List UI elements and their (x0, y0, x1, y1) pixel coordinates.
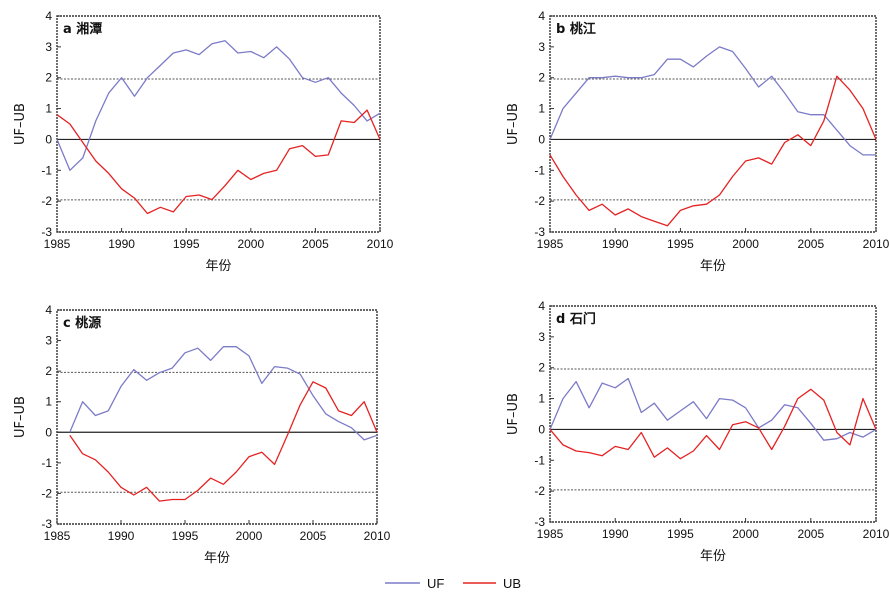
series-line-ub (549, 388, 877, 460)
y-tick-label: -1 (534, 163, 545, 177)
y-axis-label: UF–UB (506, 103, 521, 145)
y-tick-label: -1 (41, 456, 52, 470)
y-tick-label: -3 (41, 517, 52, 531)
y-tick-label: -3 (41, 225, 52, 239)
y-tick-label: -2 (41, 486, 52, 500)
y-tick-label: 3 (538, 40, 545, 54)
x-tick-label: 2005 (797, 237, 824, 251)
series-line-uf (69, 346, 378, 441)
plot-frame (56, 309, 378, 525)
x-tick-label: 2010 (863, 237, 889, 251)
y-axis-label: UF–UB (13, 396, 28, 438)
chart-panel-2: -3 -2 -1 0 1 2 3 4 1985 1990 1995 2000 2005 2010 年份 UF–… (506, 9, 889, 274)
y-tick-label: 0 (538, 132, 545, 146)
x-axis-label: 年份 (700, 549, 726, 564)
x-tick-label: 2010 (364, 529, 391, 543)
y-tick-label: -3 (534, 225, 545, 239)
chart-panel-4: -3 -2 -1 0 1 2 3 4 1985 1990 1995 2000 2005 2010 年份 UF–… (506, 299, 889, 564)
x-tick-label: 1985 (537, 237, 564, 251)
y-tick-label: 0 (538, 422, 545, 436)
y-tick-label: 4 (45, 303, 52, 317)
x-tick-label: 2005 (302, 237, 329, 251)
y-tick-label: 4 (538, 299, 545, 313)
panel-title: a 湘潭 (63, 21, 102, 37)
y-axis-label: UF–UB (506, 393, 521, 435)
x-tick-label: 1995 (667, 527, 694, 541)
legend: UF UB (385, 576, 521, 591)
x-tick-label: 1990 (602, 527, 629, 541)
x-tick-label: 2000 (732, 527, 759, 541)
y-tick-label: 4 (45, 9, 52, 23)
y-tick-label: 1 (538, 102, 545, 116)
y-tick-label: -2 (534, 194, 545, 208)
plot-frame (56, 15, 381, 233)
y-tick-label: 3 (538, 330, 545, 344)
y-tick-label: -1 (41, 163, 52, 177)
y-tick-label: 3 (45, 334, 52, 348)
x-tick-label: 1985 (44, 237, 71, 251)
x-tick-label: 2010 (367, 237, 394, 251)
y-tick-label: 1 (538, 392, 545, 406)
y-tick-label: 3 (45, 40, 52, 54)
y-tick-label: -2 (41, 194, 52, 208)
panel-title: d 石门 (556, 311, 596, 327)
series-line-uf (56, 40, 381, 171)
x-tick-label: 1995 (172, 529, 199, 543)
x-tick-label: 1990 (108, 237, 135, 251)
x-tick-label: 2000 (732, 237, 759, 251)
x-axis-label: 年份 (204, 551, 230, 566)
series-line-ub (549, 75, 877, 227)
x-tick-label: 1985 (44, 529, 71, 543)
plot-frame (549, 15, 877, 233)
series-line-uf (549, 377, 877, 441)
x-tick-label: 1990 (602, 237, 629, 251)
legend-label-uf: UF (427, 576, 444, 591)
x-tick-label: 1995 (173, 237, 200, 251)
panel-title: c 桃源 (63, 315, 101, 331)
series-line-uf (549, 46, 876, 156)
x-tick-label: 2005 (300, 529, 327, 543)
x-axis-label: 年份 (205, 259, 231, 274)
x-tick-label: 1990 (108, 529, 135, 543)
series-line-ub (56, 109, 381, 215)
y-tick-label: -1 (534, 453, 545, 467)
y-tick-label: 1 (45, 395, 52, 409)
y-tick-label: 0 (45, 425, 52, 439)
plot-frame (549, 305, 877, 523)
series-line-ub (69, 381, 378, 502)
x-tick-label: 2000 (236, 529, 263, 543)
y-tick-label: 4 (538, 9, 545, 23)
chart-panel-1: -3 -2 -1 0 1 2 3 4 1985 1990 1995 2000 2005 2010 年份 UF–… (13, 9, 394, 274)
y-tick-label: 2 (45, 364, 52, 378)
y-tick-label: 1 (45, 102, 52, 116)
chart-panel-3: -3 -2 -1 0 1 2 3 4 1985 1990 1995 2000 2005 2010 年份 UF–… (13, 303, 391, 566)
panel-title: b 桃江 (556, 21, 596, 37)
y-tick-label: -2 (534, 484, 545, 498)
y-tick-label: -3 (534, 515, 545, 529)
x-tick-label: 2005 (797, 527, 824, 541)
x-tick-label: 2010 (863, 527, 889, 541)
x-tick-label: 1995 (667, 237, 694, 251)
x-tick-label: 2000 (237, 237, 264, 251)
y-axis-label: UF–UB (13, 103, 28, 145)
x-tick-label: 1985 (537, 527, 564, 541)
y-tick-label: 0 (45, 132, 52, 146)
y-tick-label: 2 (538, 71, 545, 85)
x-axis-label: 年份 (700, 259, 726, 274)
y-tick-label: 2 (538, 361, 545, 375)
y-tick-label: 2 (45, 71, 52, 85)
legend-label-ub: UB (503, 576, 521, 591)
